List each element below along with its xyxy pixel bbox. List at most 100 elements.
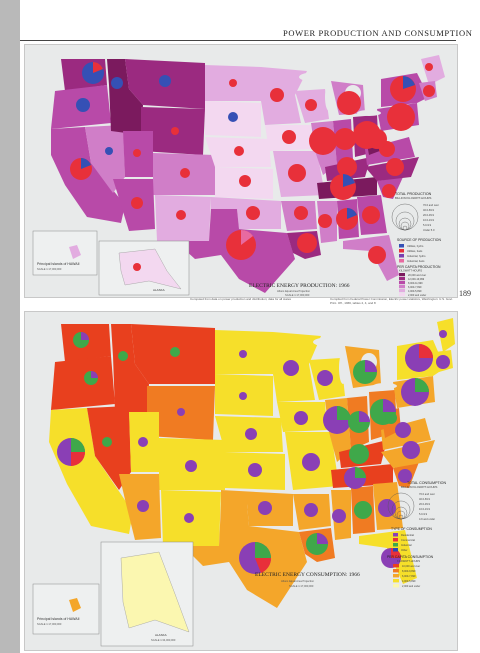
pie-idaho <box>111 77 123 89</box>
pie-colorado <box>185 460 197 472</box>
state-idaho <box>111 324 149 416</box>
pie-idaho <box>118 351 128 361</box>
production-projection: Albers Equal Area Projection <box>277 289 311 293</box>
pie-arizona <box>137 500 149 512</box>
pie-iowa <box>282 130 296 144</box>
pie-north-carolina <box>402 441 420 459</box>
legend-percapita-item-1: 12,000-19,999 <box>408 278 425 281</box>
legend-percapita-title: PER CAPITA CONSUMPTION <box>387 555 434 559</box>
pie-south-carolina <box>398 469 412 483</box>
pie-massachusetts <box>436 355 450 369</box>
legend-percapita-item-3: 4,000-5,999 <box>402 580 416 583</box>
pie-utah <box>133 149 141 157</box>
pie-wyoming <box>177 408 185 416</box>
pie-georgia <box>378 499 396 517</box>
production-map: Principal Islands of HAWAII SCALE 1:17,0… <box>32 55 445 297</box>
hawaii-inset <box>32 583 100 635</box>
pie-arkansas <box>294 206 308 220</box>
production-pies <box>70 62 435 264</box>
consumption-map-panel: Principal Islands of HAWAII SCALE 1:17,0… <box>24 311 458 651</box>
legend-swatch <box>399 244 404 248</box>
legend-percapita-item-3: 6,000-7,999 <box>408 286 422 289</box>
pie-oklahoma <box>258 501 272 515</box>
production-map-title: ELECTRIC ENERGY PRODUCTION: 1966 <box>249 283 350 289</box>
pie-south-carolina <box>382 184 396 198</box>
state-florida <box>359 530 417 584</box>
lake-erie <box>357 110 381 116</box>
legend-total-item-5: 4.9 and under <box>419 517 435 521</box>
title-rule <box>20 40 456 41</box>
pie-arkansas <box>304 503 318 517</box>
pie-south-dakota <box>228 112 238 122</box>
pie-louisiana <box>297 233 317 253</box>
alaska-label: ALASKA <box>155 633 167 637</box>
pie-new-mexico <box>184 513 194 523</box>
state-oregon <box>51 356 115 410</box>
hawaii-label: Principal Islands of HAWAII <box>37 617 80 621</box>
legend-percapita-sub: KILOWATT-HOURS <box>399 269 422 273</box>
legend-total-item-0: 70.0 and over <box>423 203 439 207</box>
legend-source-item-2: Industrial, hydro <box>407 254 426 258</box>
legend-total-sub: BILLION KILOWATT-HOURS <box>401 485 437 489</box>
hawaii-shape <box>69 245 81 259</box>
pie-montana <box>170 347 180 357</box>
production-scale: SCALE 1:17,000,000 <box>285 293 310 297</box>
consumption-scale: SCALE 1:17,000,000 <box>289 584 314 588</box>
pie-michigan <box>337 91 361 115</box>
pie-mississippi <box>318 214 332 228</box>
hawaii-scale: SCALE 1:17,000,000 <box>37 267 62 271</box>
legend-total-item-1: 40.0-69.9 <box>423 208 435 212</box>
legend-total-item-0: 70.0 and over <box>419 492 435 496</box>
legend-type-item-3: Other <box>401 548 408 552</box>
page-title: POWER PRODUCTION AND CONSUMPTION <box>283 28 473 38</box>
note-right: Compiled from Federal Power Commission, … <box>330 297 453 305</box>
production-map-panel: Principal Islands of HAWAII SCALE 1:17,0… <box>24 44 458 298</box>
legend-swatch <box>399 249 404 253</box>
pie-maine <box>425 63 433 71</box>
pie-wyoming <box>171 127 179 135</box>
pie-nebraska <box>234 146 244 156</box>
pie-missouri <box>288 164 306 182</box>
pie-kansas <box>248 463 262 477</box>
pie-kentucky <box>337 157 357 177</box>
pie-arizona <box>131 197 143 209</box>
alaska-shape <box>120 551 190 633</box>
legend-total-item-4: 5.0-9.9 <box>423 223 432 227</box>
hawaii-label: Principal Islands of HAWAII <box>37 262 80 266</box>
pie-north-carolina <box>386 158 404 176</box>
legend-percapita-item-4: 2,000 and under <box>402 585 420 588</box>
pie-utah <box>138 437 148 447</box>
pie-alaska <box>133 263 141 271</box>
legend-source-item-1: Utilities, fuels <box>407 249 423 253</box>
pie-missouri <box>302 453 320 471</box>
legend-total-item-5: Under 5.0 <box>423 228 435 232</box>
page-number: 189 <box>459 289 471 298</box>
legend-type-item-1: Commercial <box>401 538 415 542</box>
pie-wisconsin <box>305 99 317 111</box>
pie-iowa <box>294 411 308 425</box>
pie-new-mexico <box>176 210 186 220</box>
legend-total-title: TOTAL CONSUMPTION <box>407 481 446 485</box>
pie-kentucky <box>349 444 369 464</box>
legend-total-item-3: 10.0-19.9 <box>423 218 435 222</box>
state-oklahoma <box>221 490 293 526</box>
pie-mississippi <box>332 509 346 523</box>
legend-total-item-4: 5.0-9.9 <box>419 512 428 516</box>
state-maine <box>421 55 445 85</box>
state-nevada <box>87 406 131 490</box>
legend-source-item-3: Industrial, fuels <box>407 259 425 263</box>
legend-percapita-item-5: 2,000 and under <box>408 294 426 297</box>
consumption-projection: Albers Equal Area Projection <box>281 579 315 583</box>
legend-percapita-item-4: 4,000-5,999 <box>408 290 422 293</box>
legend-source-item-0: Utilities, hydro <box>407 244 424 248</box>
pie-north-dakota <box>239 350 247 358</box>
hawaii-shape <box>69 598 81 612</box>
consumption-legend: TOTAL CONSUMPTION BILLION KILOWATT-HOURS… <box>387 481 446 588</box>
alaska-shape <box>118 248 182 290</box>
legend-total-item-3: 10.0-19.9 <box>419 507 431 511</box>
pie-maine <box>439 330 447 338</box>
hawaii-inset <box>32 230 98 276</box>
pie-kansas <box>239 175 251 187</box>
state-nevada <box>85 125 125 193</box>
pie-indiana <box>334 128 356 150</box>
